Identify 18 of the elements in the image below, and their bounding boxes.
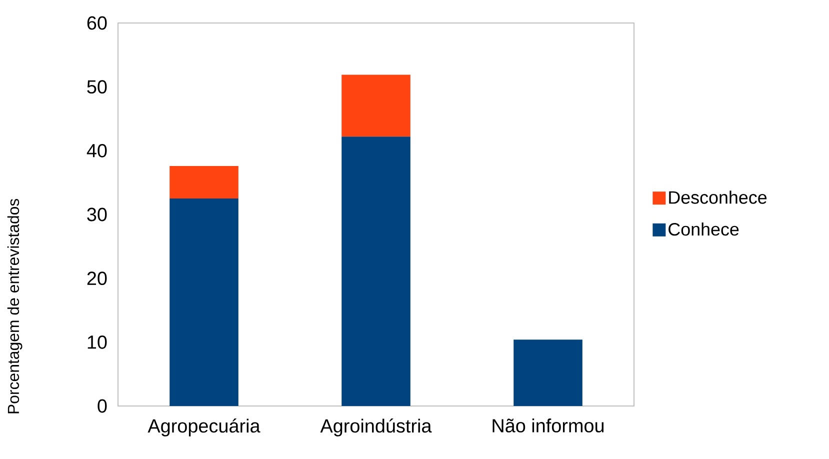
bar — [342, 74, 410, 137]
y-axis-title: Porcentagem de entrevistados — [7, 198, 22, 414]
x-tick-label: Agroindústria — [320, 418, 432, 436]
y-tick-label: 20 — [87, 272, 107, 286]
legend-label: Conhece — [668, 222, 739, 236]
legend-label: Desconhece — [669, 190, 767, 204]
x-tick-label: Agropecuária — [148, 418, 260, 436]
y-tick-label: 60 — [87, 16, 107, 30]
y-tick-label: 10 — [88, 335, 107, 349]
bar — [342, 136, 410, 406]
bar — [170, 198, 238, 406]
y-tick-label: 50 — [87, 80, 107, 94]
bar — [514, 340, 582, 406]
y-tick-label: 30 — [87, 208, 107, 222]
y-tick-label: 0 — [98, 399, 107, 413]
y-tick-label: 40 — [86, 144, 107, 158]
bar — [170, 166, 238, 199]
x-tick-label: Não informou — [492, 418, 604, 432]
